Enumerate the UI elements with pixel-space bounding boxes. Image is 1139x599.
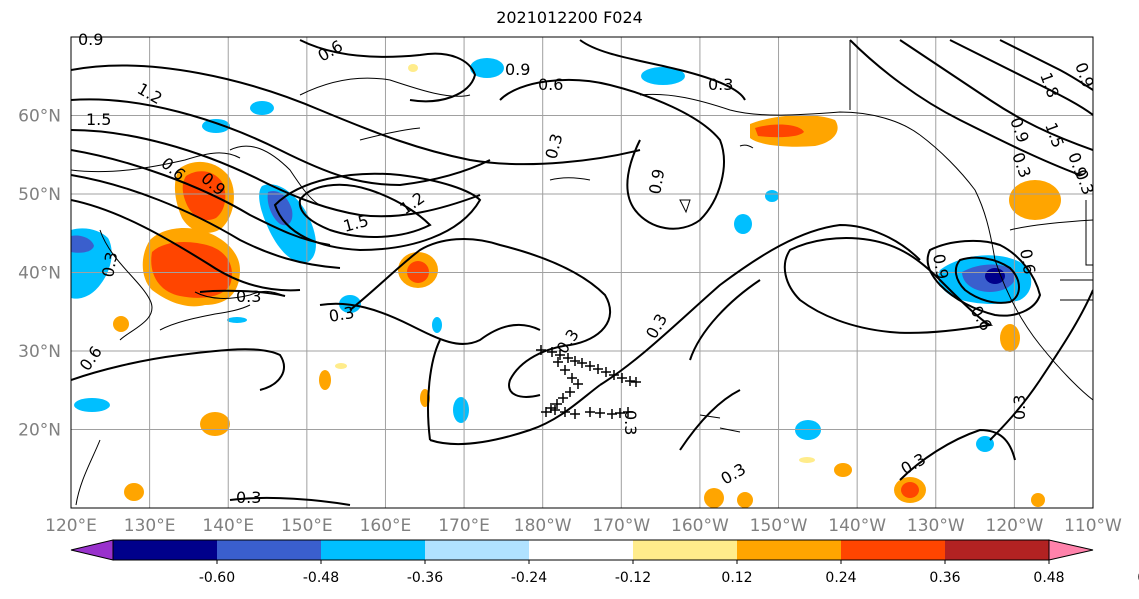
cold-anomaly-blob	[470, 58, 504, 78]
colorbar-tick-label: 0.24	[825, 570, 856, 586]
weak-warm-anomaly-blob	[799, 457, 815, 463]
longitude-label: 130°W	[907, 516, 965, 536]
colorbar-segment	[633, 540, 737, 560]
cold-anomaly-blob	[765, 190, 779, 202]
colorbar-tick-label: -0.60	[199, 570, 235, 586]
longitude-label: 150°E	[281, 516, 333, 536]
latitude-labels: 60°N 50°N 40°N 30°N 20°N	[18, 107, 61, 441]
strong-warm-anomaly-blob	[901, 482, 919, 498]
contour-label: 0.3	[236, 488, 261, 507]
warm-anomaly-blob	[113, 316, 129, 332]
contour-label: 0.9	[929, 252, 952, 280]
warm-anomaly-blob	[1000, 324, 1020, 352]
contour-label: 0.9	[78, 30, 103, 49]
warm-anomaly-blob	[704, 488, 724, 508]
colorbar-tick-label: 0.60	[1137, 570, 1139, 586]
very-strong-cold-anomaly	[985, 268, 1005, 284]
contour-label: 0.9	[505, 60, 530, 79]
cold-anomaly-blob	[734, 214, 752, 234]
latitude-label: 50°N	[18, 185, 61, 205]
longitude-label: 170°E	[438, 516, 490, 536]
cold-anomaly-blob	[74, 398, 110, 412]
coastlines	[71, 40, 1093, 506]
latitude-label: 30°N	[18, 342, 61, 362]
colorbar-segment	[321, 540, 425, 560]
contour-label: 0.6	[538, 75, 563, 94]
contour-lines	[71, 39, 1093, 506]
cold-anomaly-blob	[453, 397, 469, 423]
cold-anomaly-blob	[432, 317, 442, 333]
colorbar-segment	[529, 540, 633, 560]
latitude-label: 60°N	[18, 107, 61, 127]
longitude-label: 140°W	[828, 516, 886, 536]
contour-label: 0.3	[621, 410, 640, 435]
colorbar-segment	[425, 540, 529, 560]
longitude-label: 140°E	[202, 516, 254, 536]
longitude-label: 160°E	[360, 516, 412, 536]
warm-anomaly-blob	[124, 483, 144, 501]
contour-label: 0.3	[327, 303, 355, 326]
longitude-labels: 120°E 130°E 140°E 150°E 160°E 170°E 180°W 170°W…	[45, 516, 1122, 536]
contour-label: 0.3	[708, 75, 733, 94]
longitude-label: 170°W	[592, 516, 650, 536]
contour-label: 0.6	[1016, 247, 1039, 275]
longitude-label: 130°E	[124, 516, 176, 536]
latitude-label: 20°N	[18, 421, 61, 441]
longitude-label: 120°W	[986, 516, 1044, 536]
warm-anomaly-blob	[1031, 493, 1045, 507]
strong-cold-anomaly-kuril	[267, 190, 293, 226]
contour-label: 0.3	[236, 287, 261, 306]
latitude-label: 40°N	[18, 264, 61, 284]
warm-anomaly-blob	[737, 492, 753, 508]
cold-anomaly-blob	[250, 101, 274, 115]
warm-anomaly-blob	[834, 463, 852, 477]
weak-warm-anomaly-blob	[408, 64, 418, 72]
plus-markers	[536, 345, 641, 419]
contour-label: 0.9	[645, 167, 668, 195]
strong-cold-anomaly-china	[71, 235, 94, 253]
longitude-label: 120°E	[45, 516, 97, 536]
colorbar-extend-min	[70, 539, 114, 561]
colorbar-segment	[737, 540, 841, 560]
longitude-label: 110°W	[1064, 516, 1122, 536]
colorbar-tick-label: -0.36	[407, 570, 443, 586]
contour-label: 0.3	[1010, 395, 1029, 420]
warm-anomaly-blob	[319, 370, 331, 390]
colorbar-outline	[112, 539, 1050, 561]
colorbar-extend-max	[1048, 539, 1094, 561]
longitude-label: 180°W	[514, 516, 572, 536]
colorbar-tick-label: -0.24	[511, 570, 547, 586]
cold-anomaly-blob	[227, 317, 247, 323]
colorbar: -0.60 -0.48 -0.36 -0.24 -0.12 0.12 0.24 0.36 0.4…	[70, 539, 1139, 586]
longitude-label: 160°W	[671, 516, 729, 536]
contour-label: 0.3	[98, 250, 121, 278]
strong-warm-anomaly-gulf-of-alaska	[755, 124, 804, 138]
colorbar-tick-label: 0.12	[721, 570, 752, 586]
colorbar-segment	[113, 540, 217, 560]
chart-title: 2021012200 F024	[496, 8, 643, 27]
colorbar-segment	[841, 540, 945, 560]
contour-label: 1.5	[86, 110, 111, 129]
shaded-anomalies	[71, 58, 1061, 508]
warm-anomaly-blob	[200, 412, 230, 436]
colorbar-tick-label: -0.48	[303, 570, 339, 586]
colorbar-segment	[217, 540, 321, 560]
strong-warm-anomaly-japan-north	[182, 171, 226, 221]
colorbar-tick-label: -0.12	[615, 570, 651, 586]
longitude-label: 150°W	[750, 516, 808, 536]
cold-anomaly-blob	[976, 436, 994, 452]
cold-anomaly-blob	[202, 119, 230, 133]
weak-warm-anomaly-blob	[335, 363, 347, 369]
strong-warm-anomaly-east-asia	[151, 242, 232, 298]
colorbar-tick-label: 0.48	[1033, 570, 1064, 586]
colorbar-segment	[945, 540, 1049, 560]
colorbar-tick-label: 0.36	[929, 570, 960, 586]
cold-anomaly-blob	[641, 67, 685, 85]
map-frame	[70, 36, 1094, 509]
warm-anomaly-blob	[1009, 180, 1061, 220]
